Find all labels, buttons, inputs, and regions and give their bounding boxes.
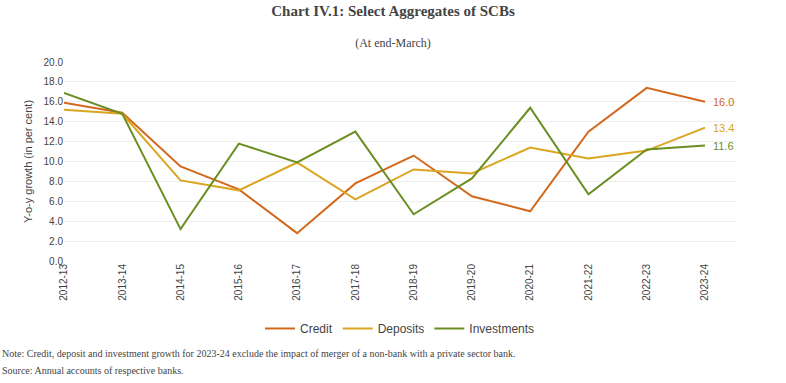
svg-text:2014-15: 2014-15 xyxy=(175,264,186,301)
svg-text:Credit: Credit xyxy=(300,322,333,336)
svg-text:2013-14: 2013-14 xyxy=(117,264,128,301)
svg-text:Investments: Investments xyxy=(469,322,534,336)
svg-text:16.0: 16.0 xyxy=(713,96,734,108)
svg-text:6.0: 6.0 xyxy=(49,196,63,207)
svg-text:8.0: 8.0 xyxy=(49,176,63,187)
svg-text:Source: Annual accounts of res: Source: Annual accounts of respective ba… xyxy=(2,365,184,376)
svg-text:2015-16: 2015-16 xyxy=(233,264,244,301)
svg-text:11.6: 11.6 xyxy=(713,140,734,152)
svg-text:10.0: 10.0 xyxy=(44,156,64,167)
svg-text:13.4: 13.4 xyxy=(713,122,734,134)
svg-text:2017-18: 2017-18 xyxy=(350,264,361,301)
svg-text:2019-20: 2019-20 xyxy=(466,264,477,301)
svg-text:18.0: 18.0 xyxy=(44,76,64,87)
svg-text:(At end-March): (At end-March) xyxy=(355,36,431,50)
svg-text:Note: Credit, deposit and inve: Note: Credit, deposit and investment gro… xyxy=(2,348,516,359)
svg-text:2021-22: 2021-22 xyxy=(583,264,594,301)
svg-text:2012-13: 2012-13 xyxy=(58,264,69,301)
svg-text:2022-23: 2022-23 xyxy=(641,264,652,301)
svg-text:2.0: 2.0 xyxy=(49,236,63,247)
svg-text:14.0: 14.0 xyxy=(44,116,64,127)
svg-text:Deposits: Deposits xyxy=(378,322,425,336)
svg-text:2023-24: 2023-24 xyxy=(699,264,710,301)
svg-text:20.0: 20.0 xyxy=(44,57,64,68)
svg-text:16.0: 16.0 xyxy=(44,96,64,107)
svg-text:Y-o-y growth (in per cent): Y-o-y growth (in per cent) xyxy=(22,100,34,223)
svg-text:12.0: 12.0 xyxy=(44,136,64,147)
svg-text:4.0: 4.0 xyxy=(49,216,63,227)
svg-text:2020-21: 2020-21 xyxy=(524,264,535,301)
svg-text:0.0: 0.0 xyxy=(49,256,63,267)
svg-text:2016-17: 2016-17 xyxy=(291,264,302,301)
svg-text:2018-19: 2018-19 xyxy=(408,264,419,301)
svg-text:Chart IV.1: Select Aggregates: Chart IV.1: Select Aggregates of SCBs xyxy=(271,3,515,19)
